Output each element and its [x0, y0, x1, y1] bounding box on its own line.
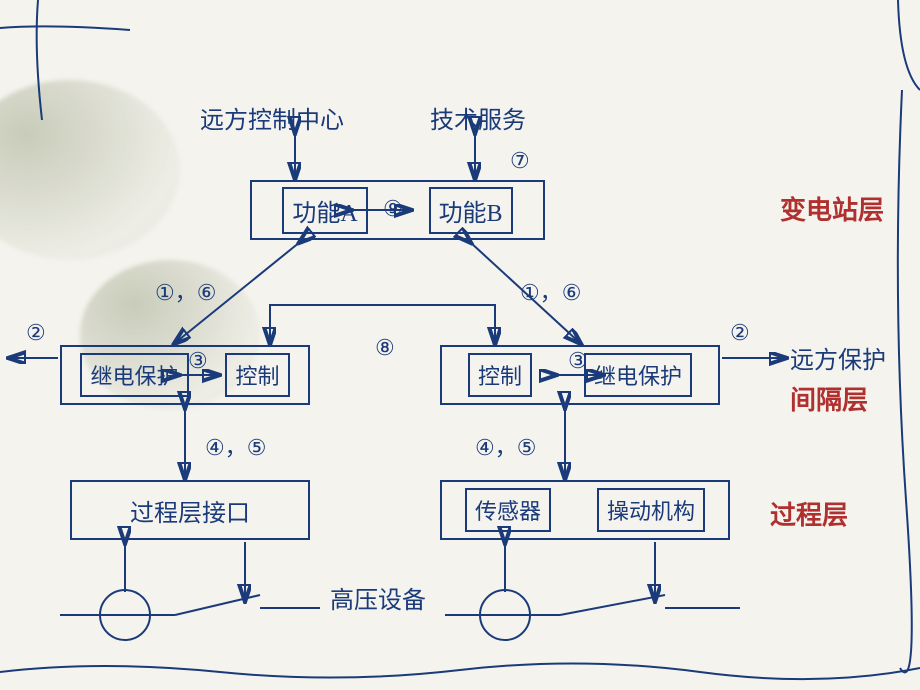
- func-a-box: 功能A: [282, 187, 367, 234]
- bay-left-control-label: 控制: [235, 359, 279, 391]
- edge-45-left: ④，⑤: [205, 430, 266, 462]
- edge-8: ⑧: [375, 335, 395, 361]
- bay-right-control-label: 控制: [478, 359, 522, 391]
- func-b-box: 功能B: [429, 187, 513, 234]
- edge-16-left: ①，⑥: [155, 275, 216, 307]
- process-right-box: 传感器 操动机构: [440, 480, 730, 540]
- func-a-label: 功能A: [292, 193, 357, 228]
- layer-bay: 间隔层: [790, 380, 868, 417]
- label-tech-service: 技术服务: [430, 100, 526, 135]
- process-left-label: 过程层接口: [130, 493, 250, 528]
- bay-right-relay-box: 继电保护: [584, 353, 692, 397]
- edge-16-right: ①，⑥: [520, 275, 581, 307]
- sensor-label: 传感器: [475, 494, 541, 526]
- edge-7: ⑦: [510, 148, 530, 174]
- label-remote-center: 远方控制中心: [200, 100, 344, 135]
- func-b-label: 功能B: [439, 193, 503, 228]
- label-remote-protection: 远方保护: [790, 340, 886, 375]
- bay-left-control-box: 控制: [225, 353, 289, 397]
- edge-9: ⑨: [383, 196, 403, 222]
- sensor-box: 传感器: [465, 488, 551, 532]
- bay-left-box: 继电保护 控制: [60, 345, 310, 405]
- bay-left-relay-label: 继电保护: [90, 359, 178, 391]
- edge-2-right: ②: [730, 320, 750, 346]
- edge-3-right: ③: [568, 348, 588, 374]
- layer-station: 变电站层: [780, 190, 884, 227]
- layer-process: 过程层: [770, 495, 848, 532]
- bay-left-relay-box: 继电保护: [80, 353, 188, 397]
- edge-45-right: ④，⑤: [475, 430, 536, 462]
- bay-right-control-box: 控制: [468, 353, 532, 397]
- mechanism-label: 操动机构: [607, 494, 695, 526]
- mechanism-box: 操动机构: [597, 488, 705, 532]
- edge-2-left: ②: [26, 320, 46, 346]
- bay-right-relay-label: 继电保护: [594, 359, 682, 391]
- process-left-box: 过程层接口: [70, 480, 310, 540]
- label-hv-equipment: 高压设备: [330, 580, 430, 615]
- edge-3-left: ③: [188, 348, 208, 374]
